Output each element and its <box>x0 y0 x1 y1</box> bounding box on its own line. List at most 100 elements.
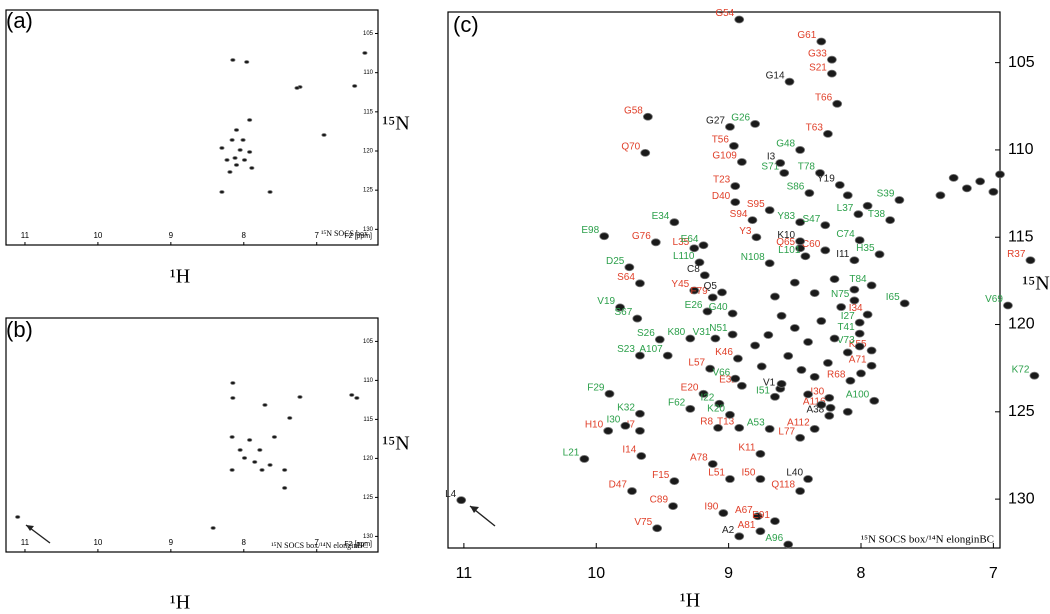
peak <box>764 259 775 268</box>
peak-label: T56 <box>712 135 730 146</box>
peak <box>624 263 635 272</box>
y-tick-label: 110 <box>1008 141 1034 158</box>
peak <box>354 396 360 400</box>
peak <box>834 181 845 189</box>
peak <box>705 364 716 373</box>
peak-label: A100 <box>846 389 870 400</box>
peak <box>1025 256 1036 265</box>
peak <box>456 496 467 505</box>
peak <box>815 169 825 177</box>
peak-label: R68 <box>827 369 846 380</box>
x-tick-label: 11 <box>21 231 30 240</box>
x-tick-label: 11 <box>456 565 473 582</box>
y-tick-label: 120 <box>1008 316 1035 333</box>
peak-label: G58 <box>624 105 643 116</box>
peak <box>751 233 762 242</box>
peak <box>349 393 355 397</box>
peak <box>603 426 614 435</box>
peak <box>702 307 713 316</box>
peak-label: R37 <box>1007 249 1026 260</box>
peak <box>734 15 745 24</box>
peak-label: G33 <box>808 48 827 59</box>
y-tick-label: 115 <box>363 417 373 423</box>
peak <box>1003 301 1013 310</box>
peak <box>219 190 225 194</box>
peak <box>775 159 786 167</box>
peak <box>869 396 880 405</box>
peak <box>823 129 833 138</box>
peak-label: L37 <box>837 203 854 214</box>
peak-label: E34 <box>652 211 670 222</box>
peak-label: S39 <box>877 189 895 200</box>
peak <box>776 311 787 320</box>
peak <box>764 206 775 215</box>
peak <box>770 392 780 401</box>
peak-label: Q65 <box>776 237 795 248</box>
peak <box>836 303 847 311</box>
peak <box>856 369 866 378</box>
peak-label: S47 <box>802 214 820 225</box>
peak-label: C8 <box>687 264 700 275</box>
x-tick-label: 8 <box>242 538 247 547</box>
x-tick-label: 9 <box>724 565 733 582</box>
peak <box>615 303 625 312</box>
peak <box>899 299 910 308</box>
peak <box>734 423 745 432</box>
peak-label: F62 <box>668 397 686 408</box>
peak-label: G26 <box>731 113 750 124</box>
peak-label: I22 <box>700 392 714 403</box>
peak <box>842 191 853 200</box>
peak-label: D25 <box>606 256 625 267</box>
y-tick-label: 105 <box>363 31 374 37</box>
peak-label: L101 <box>778 245 801 256</box>
peak <box>789 324 800 332</box>
peak-label: Y3 <box>739 226 752 237</box>
peak <box>824 411 835 420</box>
peak <box>783 540 794 549</box>
peak <box>241 456 248 460</box>
peak-label: F79 <box>691 286 709 297</box>
peak <box>849 285 860 294</box>
peak-label: A116 <box>803 396 826 407</box>
peak-label: G14 <box>766 70 785 81</box>
peak-label: T38 <box>868 209 886 220</box>
peak-label: G48 <box>776 139 795 150</box>
peak-label: L21 <box>563 448 580 459</box>
peak-label: I27 <box>841 311 855 322</box>
peak <box>321 133 327 137</box>
peak <box>894 196 905 204</box>
y-tick-label: 125 <box>363 188 374 194</box>
y-axis-label: ¹⁵N <box>1022 273 1049 295</box>
peak-label: L4 <box>445 489 457 500</box>
peak <box>750 341 761 350</box>
peak <box>271 435 278 439</box>
peak-label: I65 <box>886 292 900 303</box>
peak-label: S94 <box>730 209 748 220</box>
x-axis-label: ¹H <box>170 592 190 614</box>
x-tick-label: 7 <box>315 538 320 547</box>
peak <box>287 416 293 420</box>
peak <box>885 216 896 225</box>
peak <box>820 221 831 230</box>
peak <box>755 527 766 536</box>
peak-label: I50 <box>741 468 755 479</box>
peak <box>866 346 877 355</box>
peak <box>267 190 273 194</box>
peak-label: E20 <box>681 382 699 393</box>
peak <box>795 433 806 442</box>
peak <box>249 166 255 170</box>
annotation: ¹⁵N SOCS box <box>321 229 368 238</box>
peak-label: N51 <box>709 323 728 334</box>
peak-label: N108 <box>741 252 765 263</box>
peak <box>650 238 661 247</box>
peak-label: V19 <box>597 296 615 307</box>
peak-label: I90 <box>704 502 718 513</box>
panel-label: (b) <box>6 317 33 342</box>
peak <box>823 359 833 367</box>
peak-label: T78 <box>798 162 816 173</box>
peak <box>714 399 725 408</box>
peak-label: F29 <box>587 382 605 393</box>
peak <box>244 60 250 64</box>
peak-label: G109 <box>712 151 737 162</box>
